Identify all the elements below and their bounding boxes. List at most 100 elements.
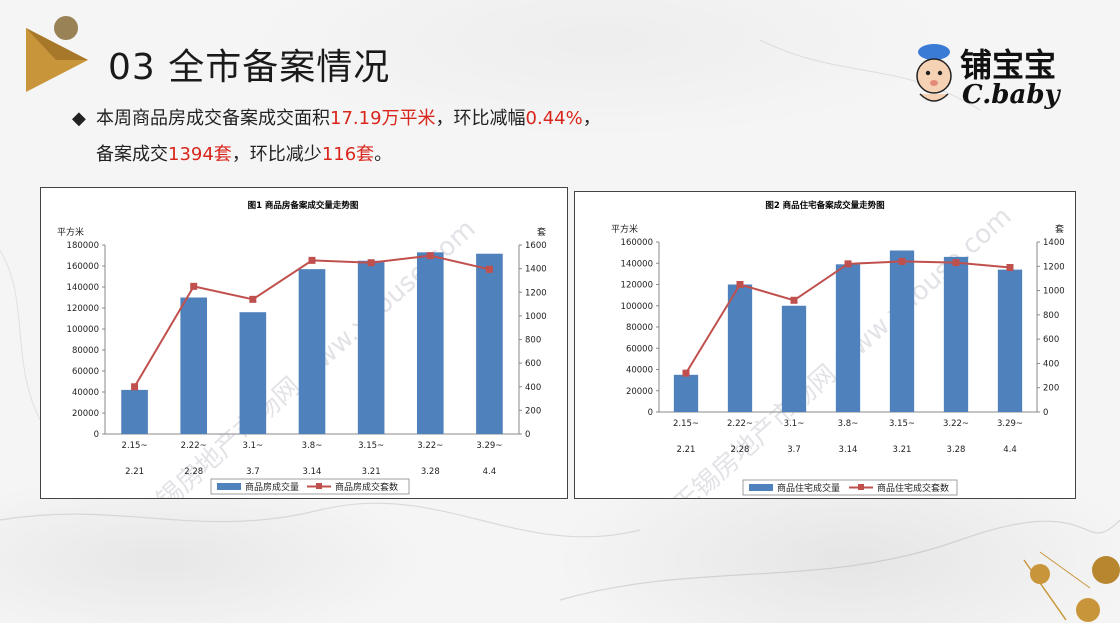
bar: [180, 297, 208, 434]
y-left-tick-label: 0: [94, 430, 99, 440]
y-left-tick-label: 160000: [67, 262, 99, 272]
bar: [357, 260, 385, 434]
bar: [727, 284, 753, 412]
line-point: [952, 259, 960, 267]
chart-title: 图1 商品房备案成交量走势图: [248, 200, 359, 211]
x-tick-label: 3.15~: [889, 419, 915, 429]
x-tick-label-second-line: 3.14: [839, 445, 858, 455]
line-point: [367, 259, 375, 267]
y-left-tick-label: 140000: [67, 283, 99, 293]
line-point: [682, 369, 690, 377]
brand-name-en: C.baby: [962, 80, 1060, 110]
x-tick-label: 3.29~: [476, 441, 502, 451]
y-right-tick-label: 600: [1043, 335, 1059, 345]
y-right-tick-label: 800: [1043, 311, 1059, 321]
x-tick-label: 2.22~: [181, 441, 207, 451]
area-change-value: 0.44%: [525, 108, 583, 129]
line-point: [844, 260, 852, 268]
mascot-icon: [916, 44, 952, 102]
y-right-tick-label: 1000: [1043, 287, 1065, 297]
area-value: 17.19万平米: [330, 108, 436, 129]
y-axis-left-unit: 平方米: [57, 226, 84, 238]
bar: [121, 389, 148, 434]
line-point: [790, 296, 798, 304]
bar: [781, 305, 807, 412]
y-axis-right-unit: 套: [1055, 223, 1064, 235]
x-tick-label-second-line: 3.21: [893, 445, 912, 455]
line-point: [249, 295, 257, 303]
y-right-tick-label: 1400: [1043, 238, 1065, 248]
x-tick-label-second-line: 3.7: [246, 467, 260, 477]
chart-1-panel: 图1 商品房备案成交量走势图 平方米套 180000 160000 140000 1200…: [40, 187, 568, 533]
y-axis-left-unit: 平方米: [611, 223, 638, 235]
bar: [298, 269, 326, 434]
legend-bar-label: 商品房成交量: [245, 481, 299, 493]
x-tick-label: 3.8~: [838, 419, 859, 429]
chart-title: 图2 商品住宅备案成交量走势图: [765, 200, 884, 211]
decorative-orbs: [1023, 551, 1120, 622]
y-right-tick-label: 1000: [525, 312, 547, 322]
bar: [416, 252, 444, 434]
x-tick-label-second-line: 3.28: [421, 467, 440, 477]
legend-bar-swatch: [217, 483, 241, 490]
units-change-value: 116套: [321, 144, 375, 165]
y-right-tick-label: 0: [525, 430, 530, 440]
bar: [673, 374, 699, 412]
x-tick-label: 3.29~: [997, 419, 1023, 429]
line-point: [898, 257, 906, 265]
y-left-tick-label: 100000: [621, 302, 653, 312]
x-tick-label-second-line: 3.14: [303, 467, 322, 477]
y-left-tick-label: 40000: [626, 366, 653, 376]
y-right-tick-label: 800: [525, 336, 541, 346]
legend-bar-label: 商品住宅成交量: [777, 482, 840, 494]
x-tick-label: 3.1~: [784, 419, 805, 429]
y-left-tick-label: 40000: [72, 388, 99, 398]
x-tick-label: 2.15~: [673, 419, 699, 429]
y-left-tick-label: 80000: [626, 323, 653, 333]
bar: [889, 250, 915, 412]
y-right-tick-label: 1200: [1043, 262, 1065, 272]
x-tick-label: 3.1~: [243, 441, 264, 451]
legend-line-marker: [858, 484, 864, 490]
y-right-tick-label: 400: [525, 383, 541, 393]
y-left-tick-label: 60000: [72, 367, 99, 377]
brand-logo: 铺宝宝 C.baby: [910, 40, 1080, 114]
x-tick-label: 3.22~: [943, 419, 969, 429]
x-tick-label-second-line: 3.7: [787, 445, 801, 455]
y-left-tick-label: 100000: [67, 325, 99, 335]
bar: [943, 256, 969, 412]
y-left-tick-label: 20000: [626, 387, 653, 397]
line-point: [485, 265, 493, 273]
x-tick-label-second-line: 3.28: [947, 445, 966, 455]
line-point: [190, 282, 198, 290]
y-left-tick-label: 120000: [621, 281, 653, 291]
line-point: [131, 383, 139, 391]
y-left-tick-label: 120000: [67, 304, 99, 314]
y-right-tick-label: 1400: [525, 265, 547, 275]
x-tick-label: 3.15~: [358, 441, 384, 451]
line-point: [308, 256, 316, 264]
chart-2-panel: 图2 商品住宅备案成交量走势图 平方米套 160000 140000 120000 100…: [574, 191, 1076, 521]
x-tick-label-second-line: 2.28: [184, 467, 203, 477]
legend-line-label: 商品住宅成交套数: [877, 482, 949, 494]
x-tick-label-second-line: 4.4: [483, 467, 497, 477]
bar: [997, 269, 1023, 412]
y-left-tick-label: 160000: [621, 238, 653, 248]
bar: [239, 312, 267, 434]
summary-line-1: ◆ 本周商品房成交备案成交面积17.19万平米，环比减幅0.44%，: [72, 108, 601, 129]
x-tick-label-second-line: 2.28: [731, 445, 750, 455]
line-point: [736, 281, 744, 288]
bar: [835, 264, 861, 412]
x-tick-label-second-line: 2.21: [125, 467, 144, 477]
y-right-tick-label: 0: [1043, 408, 1048, 418]
summary-line-2: 备案成交1394套，环比减少116套。: [96, 144, 393, 165]
x-tick-label-second-line: 3.21: [362, 467, 381, 477]
x-tick-label-second-line: 4.4: [1003, 445, 1017, 455]
y-left-tick-label: 180000: [67, 241, 99, 251]
y-right-tick-label: 200: [525, 406, 541, 416]
y-axis-right-unit: 套: [537, 226, 546, 238]
x-tick-label-second-line: 2.21: [677, 445, 696, 455]
line-point: [426, 252, 434, 260]
